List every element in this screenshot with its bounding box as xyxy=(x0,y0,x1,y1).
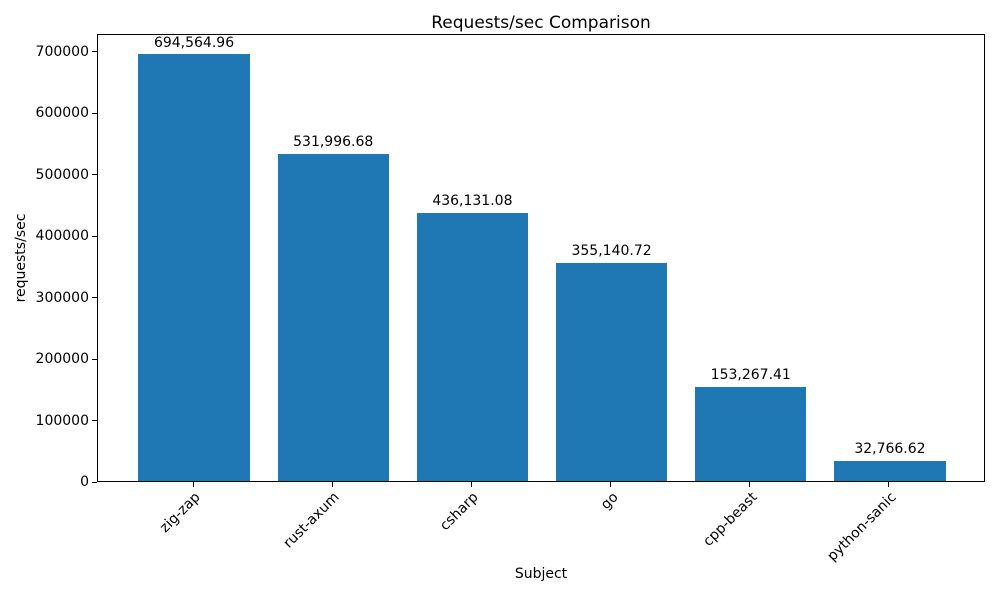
x-tick-label: zig-zap xyxy=(156,489,204,536)
x-tick-label: go xyxy=(597,489,622,513)
x-tick-mark xyxy=(331,482,333,487)
bar-go xyxy=(555,262,668,481)
bar-value-label: 355,140.72 xyxy=(571,243,652,260)
bar-rust-axum xyxy=(277,154,389,481)
bar-value-label: 153,267.41 xyxy=(710,367,791,384)
y-tick-mark xyxy=(92,235,97,237)
bar-value-label: 531,996.68 xyxy=(293,134,374,151)
bar-cpp-beast xyxy=(695,386,807,481)
y-tick-mark xyxy=(92,420,97,422)
bar-python-sanic xyxy=(834,460,946,481)
x-tick-label: rust-axum xyxy=(280,489,343,552)
y-tick-mark xyxy=(92,112,97,114)
x-axis-label: Subject xyxy=(514,566,568,582)
x-tick-label: csharp xyxy=(437,489,483,534)
x-tick-mark xyxy=(749,482,751,487)
y-tick-label: 600000 xyxy=(35,105,89,122)
x-tick-mark xyxy=(888,482,890,487)
plot-area: 694,564.96 531,996.68 436,131.08 355,140.72… xyxy=(97,34,985,482)
y-tick-mark xyxy=(92,51,97,53)
chart-title: Requests/sec Comparison xyxy=(431,13,651,33)
y-tick-mark xyxy=(92,358,97,360)
y-tick-label: 400000 xyxy=(35,228,89,245)
bar-value-label: 694,564.96 xyxy=(153,34,235,51)
y-tick-label: 100000 xyxy=(35,412,89,429)
y-tick-label: 500000 xyxy=(35,166,89,183)
y-tick-mark xyxy=(92,174,97,176)
bar-csharp xyxy=(416,213,529,481)
y-tick-mark xyxy=(92,481,97,483)
y-axis-label: requests/sec xyxy=(13,213,29,303)
x-tick-mark xyxy=(192,482,194,487)
x-tick-label: cpp-beast xyxy=(699,489,761,550)
y-tick-label: 200000 xyxy=(35,351,89,368)
y-tick-label: 700000 xyxy=(35,43,89,60)
y-tick-label: 0 xyxy=(80,474,89,490)
bar-value-label: 32,766.62 xyxy=(854,441,926,458)
x-tick-mark xyxy=(610,482,612,487)
bar-value-label: 436,131.08 xyxy=(432,193,513,210)
x-tick-label: python-sanic xyxy=(824,489,900,565)
y-tick-label: 300000 xyxy=(35,289,89,306)
x-tick-mark xyxy=(470,482,472,487)
y-tick-mark xyxy=(92,297,97,299)
bar-zig-zap xyxy=(138,54,250,481)
